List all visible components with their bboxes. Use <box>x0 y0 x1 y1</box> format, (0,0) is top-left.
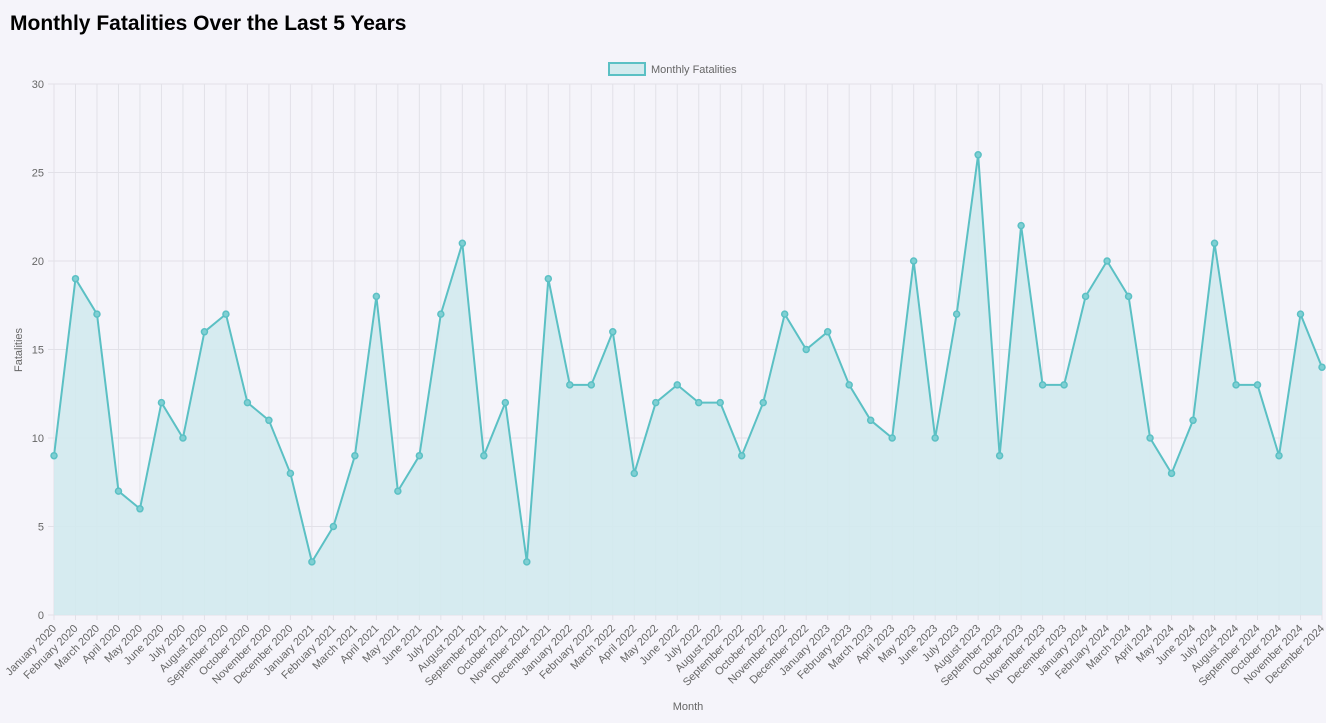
data-point <box>372 292 381 301</box>
data-point <box>1060 381 1068 389</box>
data-point <box>501 398 510 407</box>
data-point <box>523 558 531 566</box>
series-area-fill <box>54 154 1322 616</box>
data-point <box>1124 292 1133 301</box>
data-point <box>1081 292 1090 301</box>
data-point <box>179 434 187 442</box>
data-point <box>1210 239 1219 248</box>
y-tick-label: 15 <box>32 345 44 357</box>
data-point <box>845 381 853 389</box>
data-point <box>157 398 166 407</box>
data-point <box>952 310 961 318</box>
data-point <box>694 398 703 407</box>
data-point <box>931 434 939 442</box>
data-point <box>1017 221 1025 230</box>
data-point <box>888 434 896 442</box>
data-point <box>265 416 273 425</box>
data-point <box>759 398 767 407</box>
data-point <box>308 558 316 566</box>
data-point <box>995 451 1004 460</box>
legend[interactable]: Monthly Fatalities <box>608 62 737 76</box>
y-tick-label: 30 <box>32 79 44 91</box>
data-point <box>673 381 682 389</box>
data-point <box>50 451 58 460</box>
data-point <box>737 451 746 460</box>
y-axis-ticks: 0 5 10 15 20 25 30 <box>32 79 44 622</box>
data-point <box>566 381 574 389</box>
data-point <box>974 151 982 159</box>
data-point <box>1038 381 1047 389</box>
data-point <box>630 469 639 478</box>
data-point <box>458 239 467 248</box>
data-point <box>866 416 875 425</box>
data-point <box>1232 381 1240 389</box>
data-point <box>823 328 832 336</box>
data-point <box>200 328 209 336</box>
y-tick-label: 20 <box>32 256 44 268</box>
data-point <box>1189 416 1197 425</box>
data-point <box>587 381 596 389</box>
data-point <box>243 398 252 407</box>
data-point <box>222 310 230 318</box>
data-point <box>1146 434 1154 442</box>
data-point <box>780 310 789 318</box>
data-point <box>71 274 80 283</box>
legend-swatch <box>608 62 646 76</box>
data-point <box>351 451 359 460</box>
legend-label-monthly-fatalities: Monthly Fatalities <box>651 64 737 76</box>
data-point <box>415 451 424 460</box>
series-line <box>53 154 1323 565</box>
chart-title: Monthly Fatalities Over the Last 5 Years <box>10 12 407 35</box>
data-point <box>1318 363 1326 371</box>
x-axis-title: Month <box>673 701 704 713</box>
y-tick-label: 10 <box>32 433 44 445</box>
data-point <box>394 487 402 495</box>
data-point <box>93 310 101 318</box>
data-point <box>480 451 488 460</box>
data-point <box>909 257 918 265</box>
data-point <box>114 487 123 495</box>
data-point <box>286 469 295 478</box>
data-point <box>609 328 617 336</box>
y-tick-label: 5 <box>38 522 44 534</box>
data-point <box>1275 451 1283 460</box>
y-axis-title: Fatalities <box>13 327 25 372</box>
data-point <box>802 345 810 354</box>
data-point <box>437 310 445 318</box>
data-points <box>50 151 1326 566</box>
data-point <box>1253 381 1262 389</box>
data-point <box>1296 310 1305 318</box>
y-tick-label: 0 <box>38 610 44 622</box>
data-point <box>1167 469 1176 478</box>
data-point <box>1103 257 1111 265</box>
data-point <box>329 522 338 531</box>
data-point <box>136 505 144 513</box>
data-point <box>544 274 553 283</box>
data-point <box>716 398 724 407</box>
data-point <box>652 398 660 407</box>
y-tick-label: 25 <box>32 168 44 180</box>
